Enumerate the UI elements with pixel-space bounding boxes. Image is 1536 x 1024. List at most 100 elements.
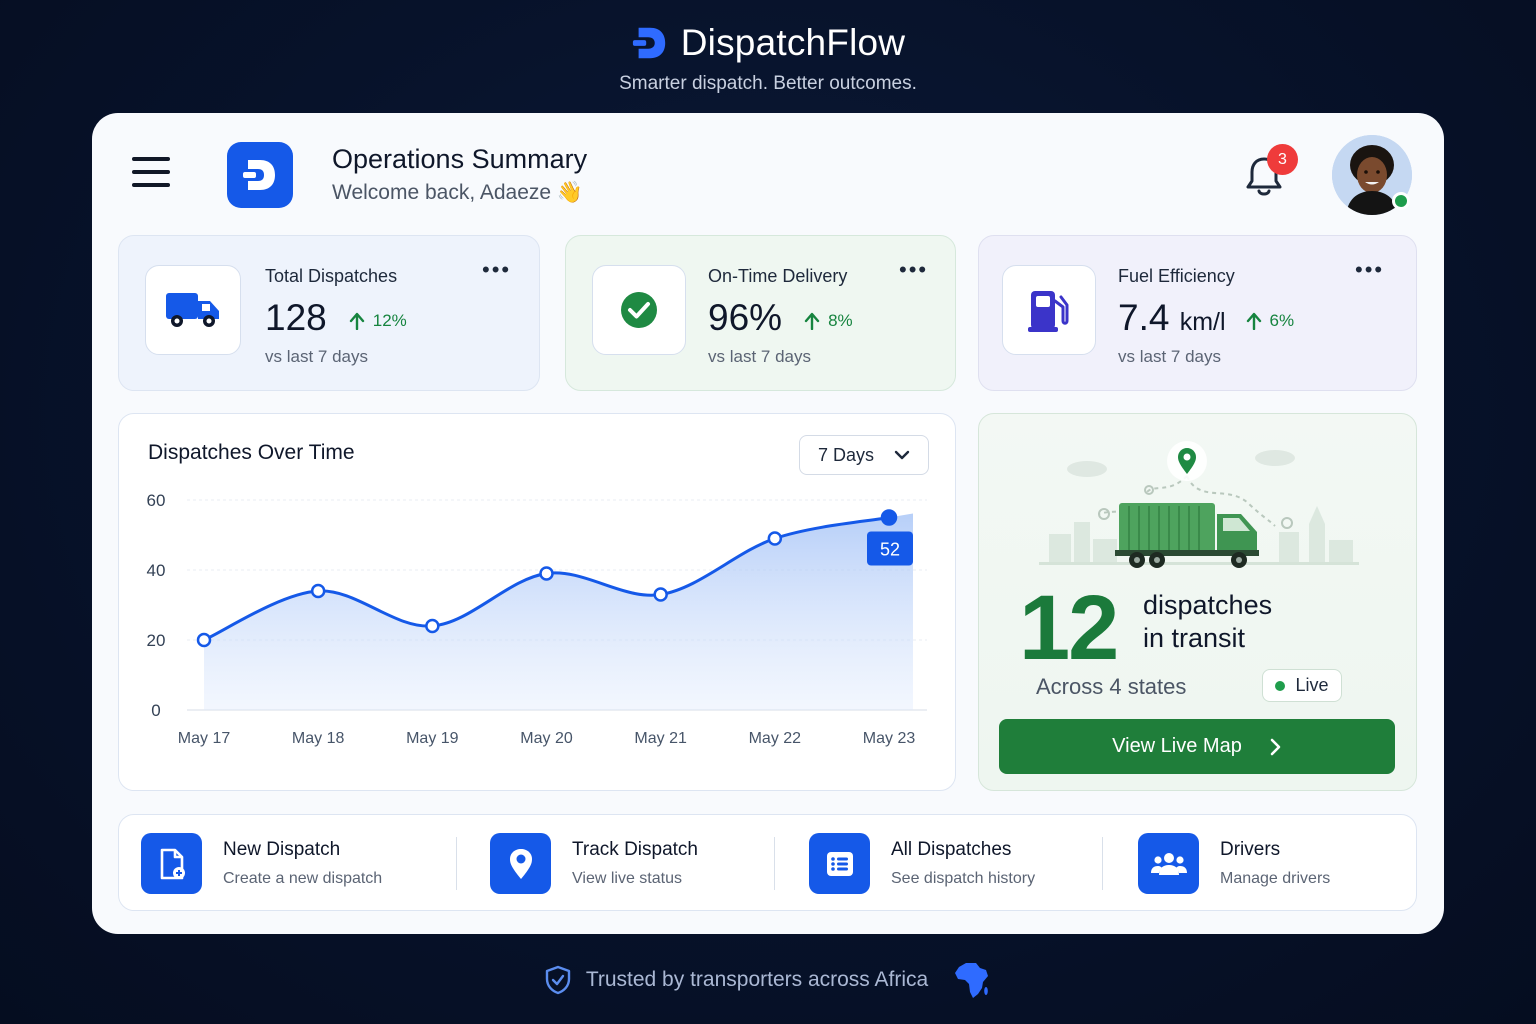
brand-tagline: Smarter dispatch. Better outcomes. bbox=[619, 73, 917, 94]
stat-value: 7.4 km/l bbox=[1118, 297, 1226, 338]
page-heading: Operations Summary Welcome back, Adaeze … bbox=[332, 144, 587, 205]
transit-count: 12 bbox=[1019, 577, 1119, 679]
chevron-down-icon bbox=[894, 450, 910, 460]
action-title: Track Dispatch bbox=[572, 839, 698, 860]
x-tick-label: May 23 bbox=[863, 730, 916, 747]
stat-label: On-Time Delivery bbox=[708, 266, 848, 286]
action-subtitle: View live status bbox=[572, 870, 682, 887]
stat-card-on-time-delivery: On-Time Delivery 96% 8% vs last 7 days •… bbox=[565, 235, 956, 391]
stat-card-total-dispatches: Total Dispatches 128 12% vs last 7 days … bbox=[118, 235, 540, 391]
transit-label: dispatches in transit bbox=[1143, 590, 1273, 653]
quick-actions-bar: New Dispatch Create a new dispatch Track… bbox=[118, 814, 1417, 911]
shield-check-icon bbox=[545, 965, 571, 995]
stat-icon-box bbox=[1002, 265, 1096, 355]
brand-name: DispatchFlow bbox=[680, 22, 906, 63]
action-new-dispatch[interactable]: New Dispatch Create a new dispatch bbox=[141, 833, 382, 894]
user-avatar-icon bbox=[1332, 135, 1412, 215]
dashboard-card: Operations Summary Welcome back, Adaeze … bbox=[92, 113, 1444, 934]
chart-panel: 0 20 40 60 May 17 May 18 May 19 May 20 May 21 May… bbox=[118, 413, 956, 791]
y-tick-label: 0 bbox=[151, 701, 160, 720]
truck-icon bbox=[166, 293, 219, 327]
online-status-indicator bbox=[1392, 192, 1410, 210]
chevron-right-icon bbox=[1270, 738, 1281, 755]
stat-value: 96% bbox=[708, 297, 783, 338]
stat-comparison: vs last 7 days bbox=[708, 347, 811, 366]
location-pin-icon bbox=[509, 848, 532, 879]
brand-header: DispatchFlow Smarter dispatch. Better ou… bbox=[0, 22, 1536, 95]
series-area bbox=[204, 513, 913, 710]
africa-map-icon bbox=[955, 963, 989, 998]
action-title: Drivers bbox=[1220, 839, 1281, 860]
action-subtitle: See dispatch history bbox=[891, 870, 1036, 887]
live-dot-icon bbox=[1275, 680, 1286, 691]
users-icon bbox=[1150, 852, 1187, 875]
action-title: New Dispatch bbox=[223, 839, 341, 860]
x-tick-label: May 17 bbox=[178, 730, 231, 747]
stat-card-fuel-efficiency: Fuel Efficiency 7.4 km/l 6% vs last 7 da… bbox=[978, 235, 1417, 391]
more-options-button[interactable]: ••• bbox=[482, 257, 512, 282]
range-select[interactable]: 7 Days bbox=[799, 435, 929, 475]
divider bbox=[774, 837, 775, 890]
action-title: All Dispatches bbox=[891, 839, 1012, 860]
page-title: Operations Summary bbox=[332, 144, 588, 174]
stat-change: 12% bbox=[349, 311, 407, 331]
view-live-map-button[interactable]: View Live Map bbox=[999, 719, 1395, 774]
action-subtitle: Manage drivers bbox=[1220, 870, 1331, 887]
stat-change: 6% bbox=[1246, 311, 1294, 331]
footer: Trusted by transporters across Africa bbox=[0, 960, 1536, 1000]
stat-label: Total Dispatches bbox=[265, 266, 398, 286]
more-options-button[interactable]: ••• bbox=[1355, 257, 1385, 282]
range-select-value: 7 Days bbox=[817, 444, 875, 465]
arrow-up-icon bbox=[1246, 312, 1261, 330]
more-options-button[interactable]: ••• bbox=[899, 257, 929, 282]
y-tick-label: 60 bbox=[147, 491, 166, 510]
data-point bbox=[653, 587, 668, 602]
menu-icon bbox=[132, 157, 170, 161]
truck-illustration bbox=[1039, 441, 1359, 568]
x-tick-label: May 19 bbox=[406, 730, 459, 747]
app-logo bbox=[227, 142, 293, 208]
data-point bbox=[196, 632, 212, 648]
data-point bbox=[310, 583, 326, 599]
brand-logo-icon bbox=[632, 27, 665, 59]
x-tick-label: May 22 bbox=[749, 730, 802, 747]
stat-label: Fuel Efficiency bbox=[1118, 266, 1235, 286]
data-label: 52 bbox=[880, 540, 900, 560]
new-document-icon bbox=[160, 848, 185, 879]
footer-text: Trusted by transporters across Africa bbox=[585, 968, 929, 991]
stat-icon-box bbox=[145, 265, 241, 355]
action-track-dispatch[interactable]: Track Dispatch View live status bbox=[490, 833, 698, 894]
x-tick-label: May 20 bbox=[520, 730, 573, 747]
fuel-pump-icon bbox=[1028, 291, 1069, 332]
notification-badge: 3 bbox=[1267, 144, 1298, 175]
arrow-up-icon bbox=[349, 312, 364, 330]
data-label-box bbox=[867, 531, 913, 566]
x-tick-label: May 18 bbox=[292, 730, 345, 747]
live-badge: Live bbox=[1262, 669, 1342, 702]
data-point bbox=[425, 618, 440, 634]
stat-change: 8% bbox=[804, 311, 853, 331]
arrow-up-icon bbox=[804, 312, 820, 330]
list-icon bbox=[826, 851, 853, 876]
stat-value: 128 bbox=[265, 297, 327, 338]
divider bbox=[1102, 837, 1103, 890]
data-point bbox=[880, 509, 898, 526]
check-circle-icon bbox=[621, 292, 657, 328]
dispatch-chart: 0 20 40 60 May 17 May 18 May 19 May 20 May 21 May… bbox=[147, 491, 927, 747]
x-tick-label: May 21 bbox=[634, 730, 687, 747]
chart-title: Dispatches Over Time bbox=[148, 441, 355, 464]
stat-comparison: vs last 7 days bbox=[265, 347, 368, 366]
data-point bbox=[539, 566, 554, 581]
y-tick-label: 20 bbox=[147, 631, 166, 650]
avatar[interactable] bbox=[1332, 135, 1412, 215]
action-subtitle: Create a new dispatch bbox=[223, 870, 383, 887]
welcome-message: Welcome back, Adaeze 👋 bbox=[332, 181, 584, 204]
stat-unit: km/l bbox=[1179, 308, 1226, 336]
action-all-dispatches[interactable]: All Dispatches See dispatch history bbox=[809, 833, 1035, 894]
action-drivers[interactable]: Drivers Manage drivers bbox=[1138, 833, 1330, 894]
menu-button[interactable] bbox=[132, 157, 170, 191]
transit-region: Across 4 states bbox=[1036, 674, 1187, 699]
stat-icon-box bbox=[592, 265, 686, 355]
divider bbox=[456, 837, 457, 890]
y-tick-label: 40 bbox=[147, 561, 166, 580]
